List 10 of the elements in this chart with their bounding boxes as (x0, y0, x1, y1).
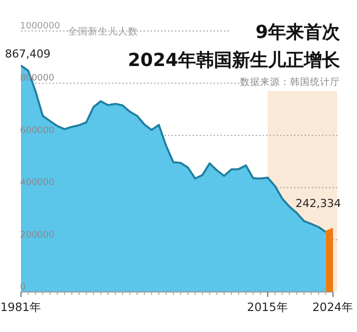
y-tick-label: 1000000 (20, 22, 60, 32)
y-axis-title: 全国新生儿人数 (68, 26, 138, 38)
annotation: 数据来源：韩国统计厅 (240, 76, 340, 88)
chart-title: 9年来首次 (255, 22, 341, 43)
text: 2024年韩国新生儿正增长 (128, 50, 341, 71)
x-tick-label: 2015年 (247, 300, 288, 314)
annotation: 242,334 (296, 196, 341, 210)
x-tick-label: 1981年 (0, 300, 42, 314)
x-tick-label: 2024年 (312, 300, 354, 314)
annotation: 867,409 (5, 48, 50, 61)
